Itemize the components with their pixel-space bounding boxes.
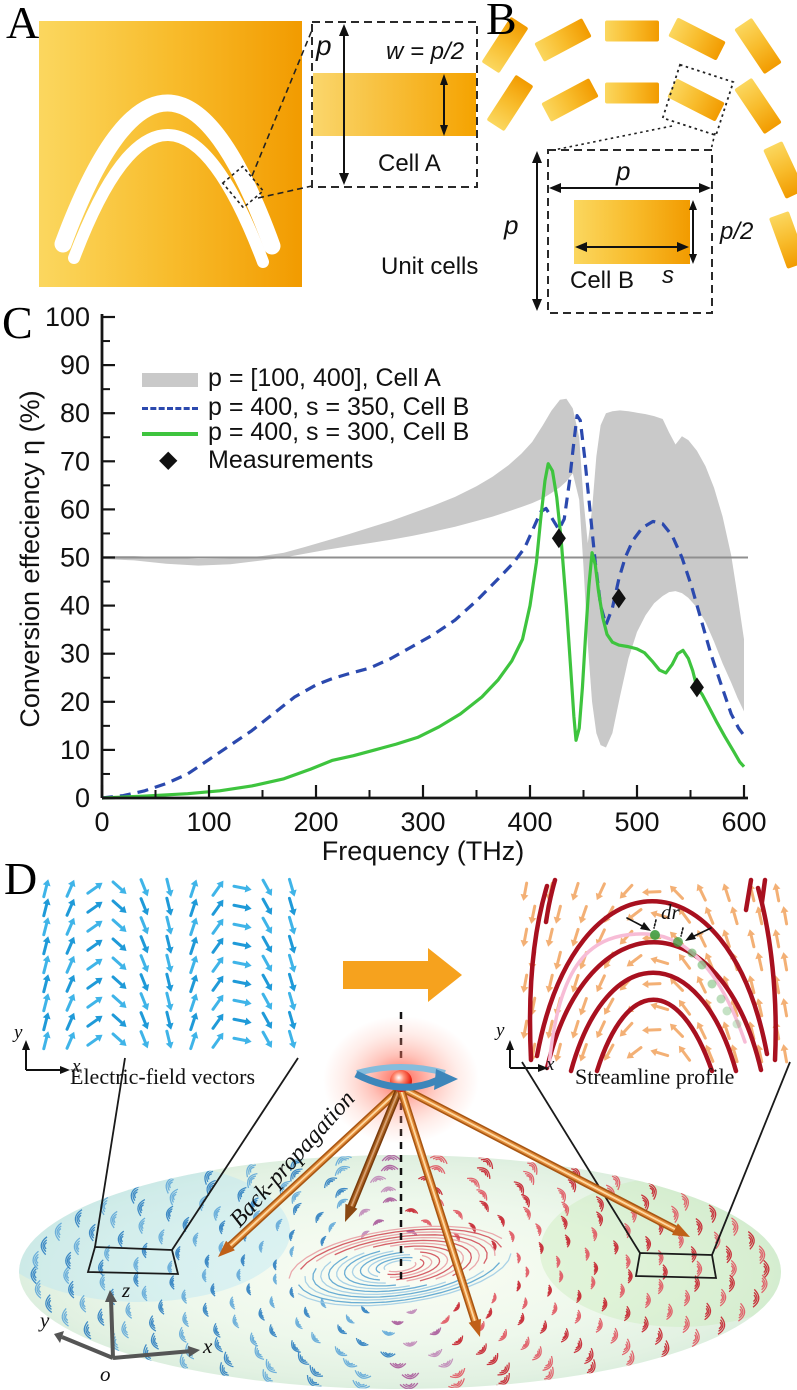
cell-b-p-left-label: p (504, 210, 519, 240)
cell-b-s-arrow (575, 242, 689, 252)
legend-dashed-swatch (142, 407, 198, 410)
axes3d-o-label: o (100, 1362, 111, 1386)
unit-cells-caption: Unit cells (381, 253, 479, 280)
panel-d-label: D (4, 853, 38, 904)
streamline-caption: Streamline profile (575, 1064, 735, 1089)
cell-b-p-top-label: p (616, 156, 631, 186)
legend-item-dashed: p = 400, s = 350, Cell B (208, 393, 470, 421)
nano-rods (482, 17, 797, 269)
callout-lines (86, 1057, 791, 1279)
dr-label: dr (661, 900, 680, 924)
dr-annotation-arrows (626, 917, 712, 941)
legend-item-measurements: Measurements (208, 446, 374, 474)
metasurface-b-graphic (482, 17, 797, 314)
right-inset-y-label: y (496, 1020, 505, 1041)
rotation-arrowhead-icon (434, 1069, 458, 1090)
svg-text:30: 30 (60, 639, 90, 669)
right-inset-axes (506, 1040, 548, 1072)
efficiency-chart: 0 100 200 300 400 500 600 0 10 20 30 40 50 60 70 80 90 10… (45, 302, 767, 837)
cell-a-caption: Cell A (378, 150, 441, 177)
cell-b-p-left-arrow (532, 151, 542, 311)
axes-3d (54, 1290, 200, 1360)
back-propagation-beams (218, 1084, 690, 1337)
cell-b-phalf-arrow (689, 200, 697, 264)
cell-b-phalf-label: p/2 (720, 218, 754, 245)
legend-item-band: p = [100, 400], Cell A (208, 364, 441, 392)
metasurface-a-graphic (39, 21, 478, 287)
axes3d-y-label: y (40, 1308, 50, 1332)
svg-text:200: 200 (293, 807, 338, 837)
zoom-region-box (221, 165, 265, 209)
svg-text:0: 0 (75, 783, 90, 813)
legend-diamond-icon: ◆ (159, 446, 178, 473)
efield-vector-inset (42, 877, 297, 1051)
svg-text:70: 70 (60, 446, 90, 476)
svg-text:80: 80 (60, 398, 90, 428)
svg-text:100: 100 (186, 807, 231, 837)
y-axis-title: Conversion effeciency η (%) (15, 390, 45, 728)
cell-b-caption: Cell B (570, 267, 635, 294)
slit-arc-inner (68, 129, 269, 268)
axes3d-x-label: x (203, 1334, 213, 1358)
rotation-ring-front (354, 1070, 440, 1091)
svg-text:300: 300 (400, 807, 445, 837)
transform-arrow-icon (343, 948, 462, 1002)
panel-c-label: C (2, 297, 33, 348)
slit-arc-outer (54, 94, 281, 255)
x-axis-title: Frequency (THz) (321, 836, 525, 866)
svg-text:100: 100 (45, 302, 90, 332)
legend-solid-swatch (142, 432, 198, 436)
svg-text:500: 500 (614, 807, 659, 837)
axes3d-z-label: z (122, 1278, 131, 1302)
right-inset-x-label: x (546, 1054, 555, 1075)
cell-b-s-label: s (662, 262, 674, 289)
svg-text:20: 20 (60, 687, 90, 717)
streamline-sample-dots (650, 930, 742, 1029)
legend-item-solid: p = 400, s = 300, Cell B (208, 418, 470, 446)
streamline-inset (527, 877, 778, 1074)
svg-text:40: 40 (60, 591, 90, 621)
cell-a-w-arrow (440, 74, 448, 136)
svg-text:400: 400 (507, 807, 552, 837)
left-inset-y-label: y (14, 1022, 23, 1043)
cell-b-rod (574, 200, 690, 264)
panel-a-label: A (6, 0, 40, 48)
left-inset-x-label: x (72, 1056, 81, 1077)
legend-band-swatch (142, 373, 198, 387)
svg-text:60: 60 (60, 494, 90, 524)
cell-a-w-label: w = p/2 (386, 38, 465, 65)
cell-a-p-arrow (339, 24, 349, 185)
cell-a-bar (313, 73, 476, 136)
cell-b-p-top-arrow (549, 183, 711, 193)
svg-text:10: 10 (60, 735, 90, 765)
vortex-disk (19, 1155, 781, 1389)
panel-b-label: B (486, 0, 517, 44)
efield-caption: Electric-field vectors (70, 1064, 256, 1089)
cell-a-p-label: p (316, 30, 332, 61)
streamline-pink-path (547, 932, 747, 1068)
svg-text:90: 90 (60, 350, 90, 380)
cell-b-box (547, 149, 713, 314)
svg-text:0: 0 (94, 807, 109, 837)
svg-text:600: 600 (721, 807, 766, 837)
left-inset-axes (22, 1040, 70, 1074)
svg-text:50: 50 (60, 543, 90, 573)
